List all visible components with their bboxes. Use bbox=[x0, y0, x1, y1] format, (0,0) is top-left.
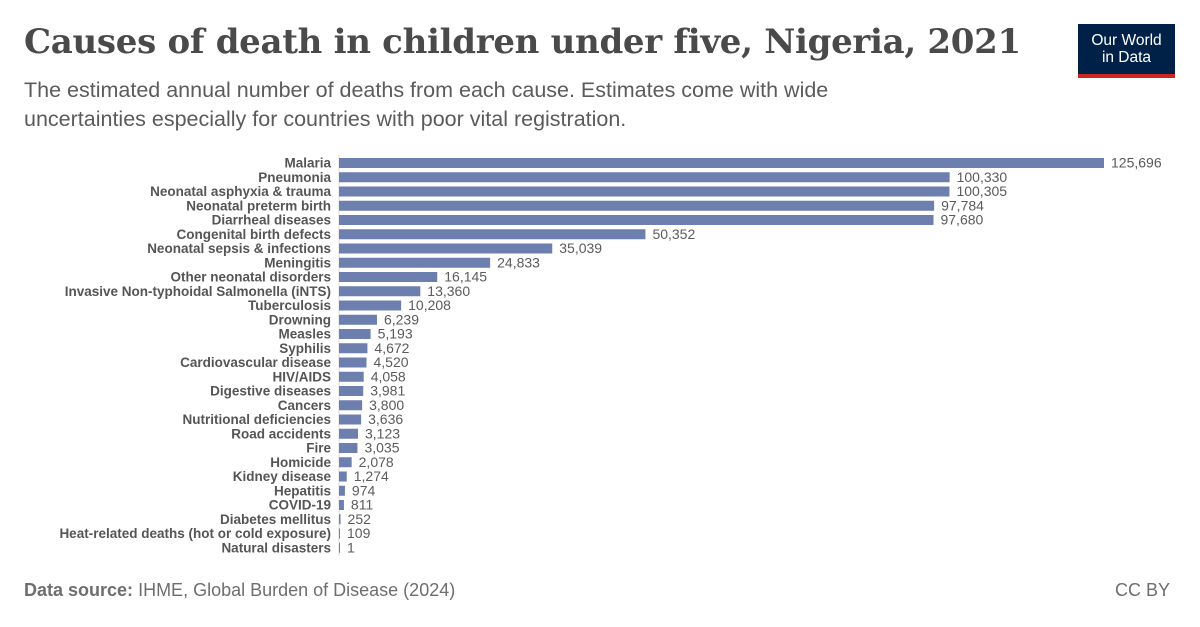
value-label: 109 bbox=[347, 525, 371, 541]
bar[interactable] bbox=[339, 172, 950, 183]
category-label: Tuberculosis bbox=[248, 298, 331, 313]
category-label: Homicide bbox=[270, 455, 331, 470]
license-link[interactable]: CC BY bbox=[1114, 580, 1170, 600]
bar-chart: Malaria 125,696 Pneumonia 100,330 Neonatal a… bbox=[59, 155, 1162, 556]
category-label: Cardiovascular disease bbox=[180, 355, 331, 370]
value-label: 1,274 bbox=[354, 468, 389, 484]
bar[interactable] bbox=[339, 386, 364, 396]
bar[interactable] bbox=[339, 542, 340, 553]
bar[interactable] bbox=[339, 485, 345, 496]
bar[interactable] bbox=[339, 158, 1104, 168]
value-label: 97,784 bbox=[941, 197, 984, 213]
value-label: 4,520 bbox=[374, 354, 409, 370]
data-source: Data source: IHME, Global Burden of Dise… bbox=[24, 580, 455, 601]
value-label: 50,352 bbox=[652, 226, 695, 242]
bar[interactable] bbox=[339, 200, 935, 211]
bar[interactable] bbox=[339, 286, 421, 297]
value-label: 24,833 bbox=[497, 254, 540, 270]
value-label: 1 bbox=[347, 539, 355, 555]
bar[interactable] bbox=[339, 428, 359, 439]
value-label: 100,330 bbox=[957, 169, 1008, 185]
category-label: Kidney disease bbox=[233, 469, 332, 484]
category-label: Cancers bbox=[278, 398, 331, 413]
category-label: Diarrheal diseases bbox=[212, 213, 331, 228]
value-label: 4,672 bbox=[374, 340, 409, 356]
bar[interactable] bbox=[339, 500, 344, 510]
category-label: Malaria bbox=[284, 156, 331, 171]
value-label: 3,123 bbox=[365, 425, 400, 441]
value-label: 5,193 bbox=[378, 326, 413, 342]
bar[interactable] bbox=[339, 471, 347, 482]
category-label: Drowning bbox=[269, 312, 331, 327]
chart-title: Causes of death in children under five, … bbox=[24, 22, 1021, 62]
bar[interactable] bbox=[339, 215, 934, 225]
value-label: 10,208 bbox=[408, 297, 451, 313]
category-label: Neonatal sepsis & infections bbox=[147, 241, 331, 256]
category-label: Digestive diseases bbox=[210, 384, 331, 399]
bar[interactable] bbox=[339, 243, 553, 254]
value-label: 4,058 bbox=[371, 368, 406, 384]
category-label: Pneumonia bbox=[258, 170, 331, 185]
value-label: 97,680 bbox=[940, 212, 983, 228]
bar[interactable] bbox=[339, 414, 362, 425]
data-source-text: IHME, Global Burden of Disease (2024) bbox=[138, 580, 456, 600]
value-label: 811 bbox=[351, 497, 374, 513]
bar[interactable] bbox=[339, 528, 340, 539]
logo-line-1: Our World bbox=[1091, 32, 1162, 49]
category-label: Nutritional deficiencies bbox=[182, 412, 331, 427]
value-label: 252 bbox=[348, 511, 372, 527]
value-label: 3,636 bbox=[368, 411, 403, 427]
value-label: 6,239 bbox=[384, 311, 419, 327]
bar[interactable] bbox=[339, 357, 367, 368]
value-label: 2,078 bbox=[359, 454, 394, 470]
bar[interactable] bbox=[339, 257, 491, 268]
category-label: Natural disasters bbox=[221, 540, 331, 555]
bar[interactable] bbox=[339, 329, 371, 339]
category-label: Congenital birth defects bbox=[176, 227, 331, 242]
category-label: HIV/AIDS bbox=[272, 369, 331, 384]
value-label: 3,035 bbox=[364, 440, 399, 456]
category-label: Road accidents bbox=[231, 426, 331, 441]
bar[interactable] bbox=[339, 314, 377, 325]
value-label: 3,800 bbox=[369, 397, 404, 413]
category-label: Other neonatal disorders bbox=[170, 270, 331, 285]
bar[interactable] bbox=[339, 371, 364, 382]
bar[interactable] bbox=[339, 343, 368, 354]
category-label: Invasive Non-typhoidal Salmonella (iNTS) bbox=[65, 284, 331, 299]
category-label: Diabetes mellitus bbox=[220, 512, 331, 527]
chart-subtitle: The estimated annual number of deaths fr… bbox=[24, 78, 829, 131]
bar[interactable] bbox=[339, 272, 438, 282]
value-label: 125,696 bbox=[1111, 155, 1162, 171]
category-label: Neonatal preterm birth bbox=[186, 198, 331, 213]
category-label: COVID-19 bbox=[269, 498, 331, 513]
bar[interactable] bbox=[339, 229, 646, 240]
data-source-label: Data source: bbox=[24, 580, 134, 600]
category-label: Neonatal asphyxia & trauma bbox=[150, 184, 331, 199]
category-label: Heat-related deaths (hot or cold exposur… bbox=[59, 526, 331, 541]
value-label: 100,305 bbox=[956, 183, 1007, 199]
category-label: Meningitis bbox=[264, 255, 331, 270]
value-label: 3,981 bbox=[370, 383, 405, 399]
value-label: 35,039 bbox=[559, 240, 602, 256]
value-label: 16,145 bbox=[444, 269, 487, 285]
category-label: Hepatitis bbox=[274, 483, 331, 498]
category-label: Syphilis bbox=[279, 341, 331, 356]
bar[interactable] bbox=[339, 443, 358, 453]
value-label: 974 bbox=[352, 482, 376, 498]
logo-line-2: in Data bbox=[1101, 49, 1152, 66]
category-label: Fire bbox=[306, 441, 331, 456]
bar[interactable] bbox=[339, 300, 402, 311]
value-label: 13,360 bbox=[427, 283, 470, 299]
bar[interactable] bbox=[339, 457, 352, 468]
owid-logo[interactable]: Our World in Data bbox=[1078, 24, 1175, 78]
category-label: Measles bbox=[278, 327, 331, 342]
bar[interactable] bbox=[339, 400, 363, 411]
bar[interactable] bbox=[339, 186, 950, 197]
bar[interactable] bbox=[339, 514, 341, 525]
